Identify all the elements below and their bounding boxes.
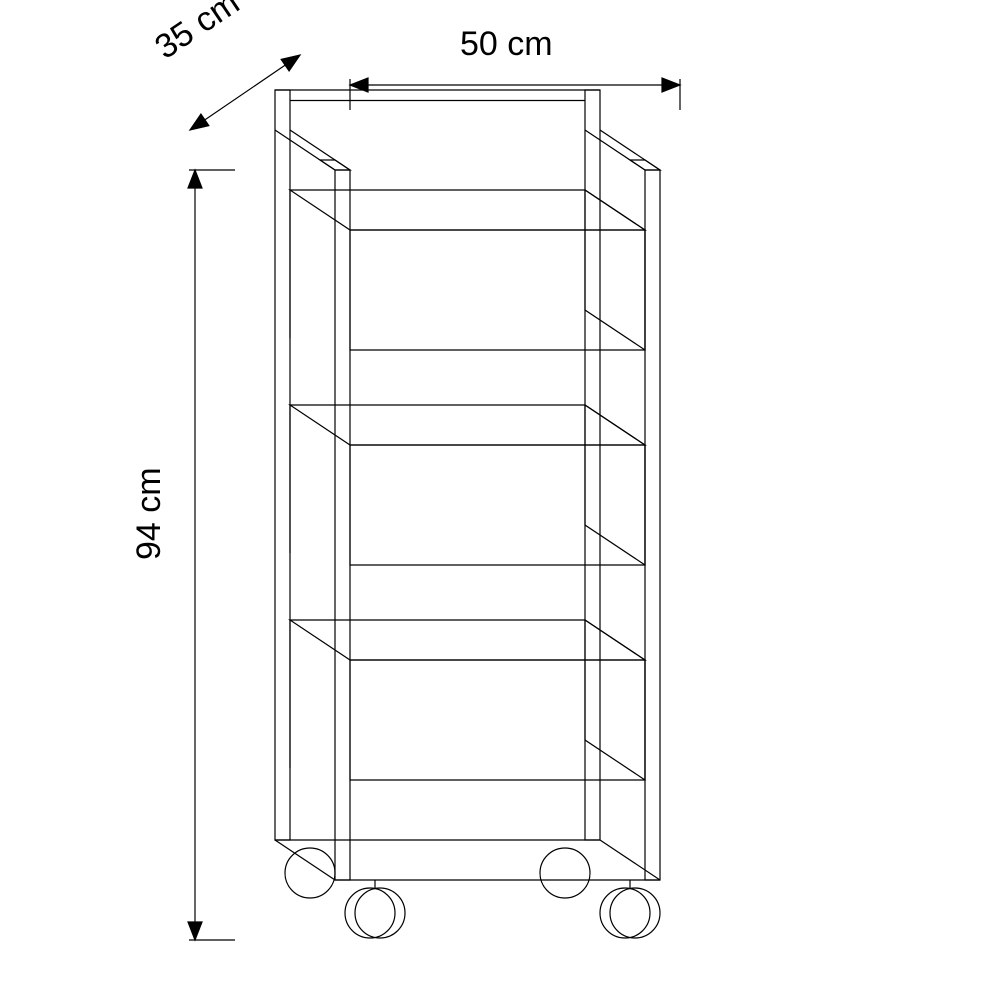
width-label: 50 cm (460, 25, 553, 63)
cart-line-drawing (275, 90, 660, 938)
dimension-lines (188, 55, 680, 940)
height-label: 94 cm (130, 467, 168, 560)
cart-dimension-diagram: 50 cm 35 cm 94 cm (0, 0, 1000, 1000)
dimension-labels: 50 cm 35 cm 94 cm (130, 0, 553, 560)
depth-label: 35 cm (148, 0, 246, 67)
